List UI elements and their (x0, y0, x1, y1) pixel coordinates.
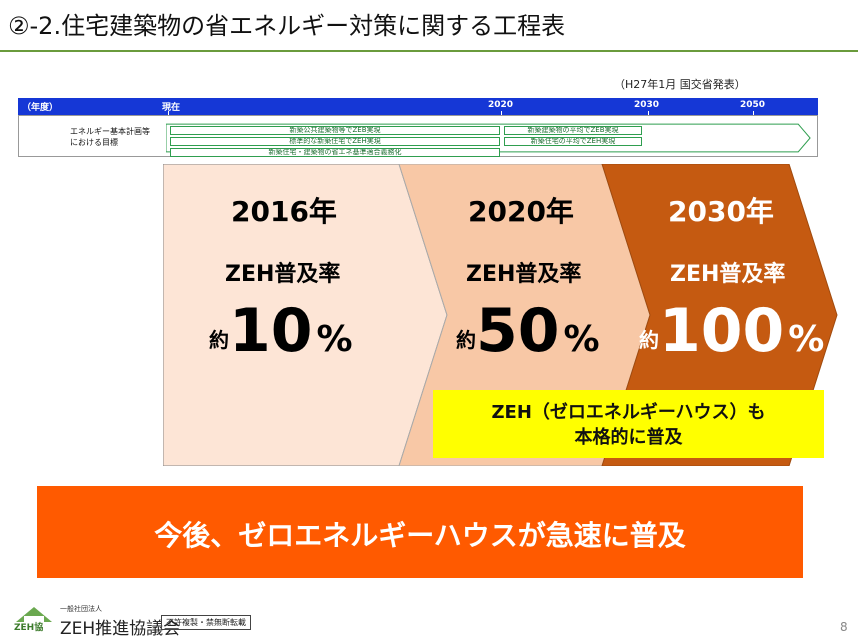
callout-line2: 本格的に普及 (574, 427, 683, 448)
tick-2020 (501, 111, 502, 117)
long-target-arrow (166, 123, 811, 153)
stage-2016-unit: % (316, 319, 353, 360)
target-row-label-line2: における目標 (70, 138, 118, 147)
source-note: （H27年1月 国交省発表） (614, 78, 746, 91)
stage-2020-year: 2020年 (468, 195, 574, 228)
target-row-label: エネルギー基本計画等 における目標 (70, 126, 150, 148)
stage-2030-year: 2030年 (668, 195, 774, 228)
zeh-callout: ZEH（ゼロエネルギーハウス）も 本格的に普及 (433, 390, 824, 458)
page-number: 8 (840, 620, 848, 634)
roadmap-timeline: （年度） 現在 2020 2030 2050 エネルギー基本計画等 における目標… (18, 98, 822, 162)
copyright-note: 不許複製・禁無断転載 (161, 615, 251, 630)
stage-2016-prefix: 約 (209, 328, 229, 352)
timeline-bar: （年度） 現在 2020 2030 2050 (18, 98, 818, 117)
logo-badge: ZEH協 (14, 623, 44, 633)
stage-2020-unit: % (563, 319, 600, 360)
tick-now (168, 111, 169, 117)
now-label: 現在 (162, 103, 181, 113)
stage-2016-rate: 約10% (209, 296, 353, 366)
stage-2030-value: 100 (659, 296, 785, 366)
summary-banner-text: 今後、ゼロエネルギーハウスが急速に普及 (154, 519, 686, 552)
stage-2020-rate: 約50% (456, 296, 600, 366)
house-logo-icon (16, 607, 52, 622)
stage-2030-prefix: 約 (639, 328, 659, 352)
stage-2030-label: ZEH普及率 (670, 262, 786, 287)
arrow-average-zeb: 新築建築物の平均でZEB実現 (504, 126, 642, 135)
arrow-mandatory-standard: 新築住宅・建築物の省エネ基準適合義務化 (170, 148, 500, 157)
arrow-standard-zeh: 標準的な新築住宅でZEH実現 (170, 137, 500, 146)
year-2020-label: 2020 (488, 100, 514, 110)
org-subtitle: 一般社団法人 (60, 605, 102, 613)
target-row-label-line1: エネルギー基本計画等 (70, 127, 150, 136)
stage-2020-prefix: 約 (456, 328, 476, 352)
stage-2016-label: ZEH普及率 (225, 262, 341, 287)
year-axis-label: （年度） (22, 103, 59, 113)
org-name: ZEH推進協議会 (60, 619, 181, 639)
stage-2020-value: 50 (476, 296, 560, 366)
org-logo: ZEH協 一般社団法人 ZEH推進協議会 (14, 604, 180, 639)
stage-2016-value: 10 (229, 296, 313, 366)
page-title: ②-2.住宅建築物の省エネルギー対策に関する工程表 (8, 12, 566, 40)
year-2050-label: 2050 (740, 100, 766, 110)
summary-banner: 今後、ゼロエネルギーハウスが急速に普及 (37, 486, 803, 578)
arrow-public-zeb: 新築公共建築物等でZEB実現 (170, 126, 500, 135)
tick-2050 (753, 111, 754, 117)
title-divider (0, 50, 858, 52)
callout-line1: ZEH（ゼロエネルギーハウス）も (491, 402, 766, 423)
stage-2016-year: 2016年 (231, 195, 337, 228)
stage-2030-rate: 約100% (639, 296, 824, 366)
stage-2030-unit: % (788, 319, 825, 360)
year-2030-label: 2030 (634, 100, 660, 110)
arrow-average-zeh: 新築住宅の平均でZEH実現 (504, 137, 642, 146)
stage-2020-label: ZEH普及率 (466, 262, 582, 287)
tick-2030 (648, 111, 649, 117)
